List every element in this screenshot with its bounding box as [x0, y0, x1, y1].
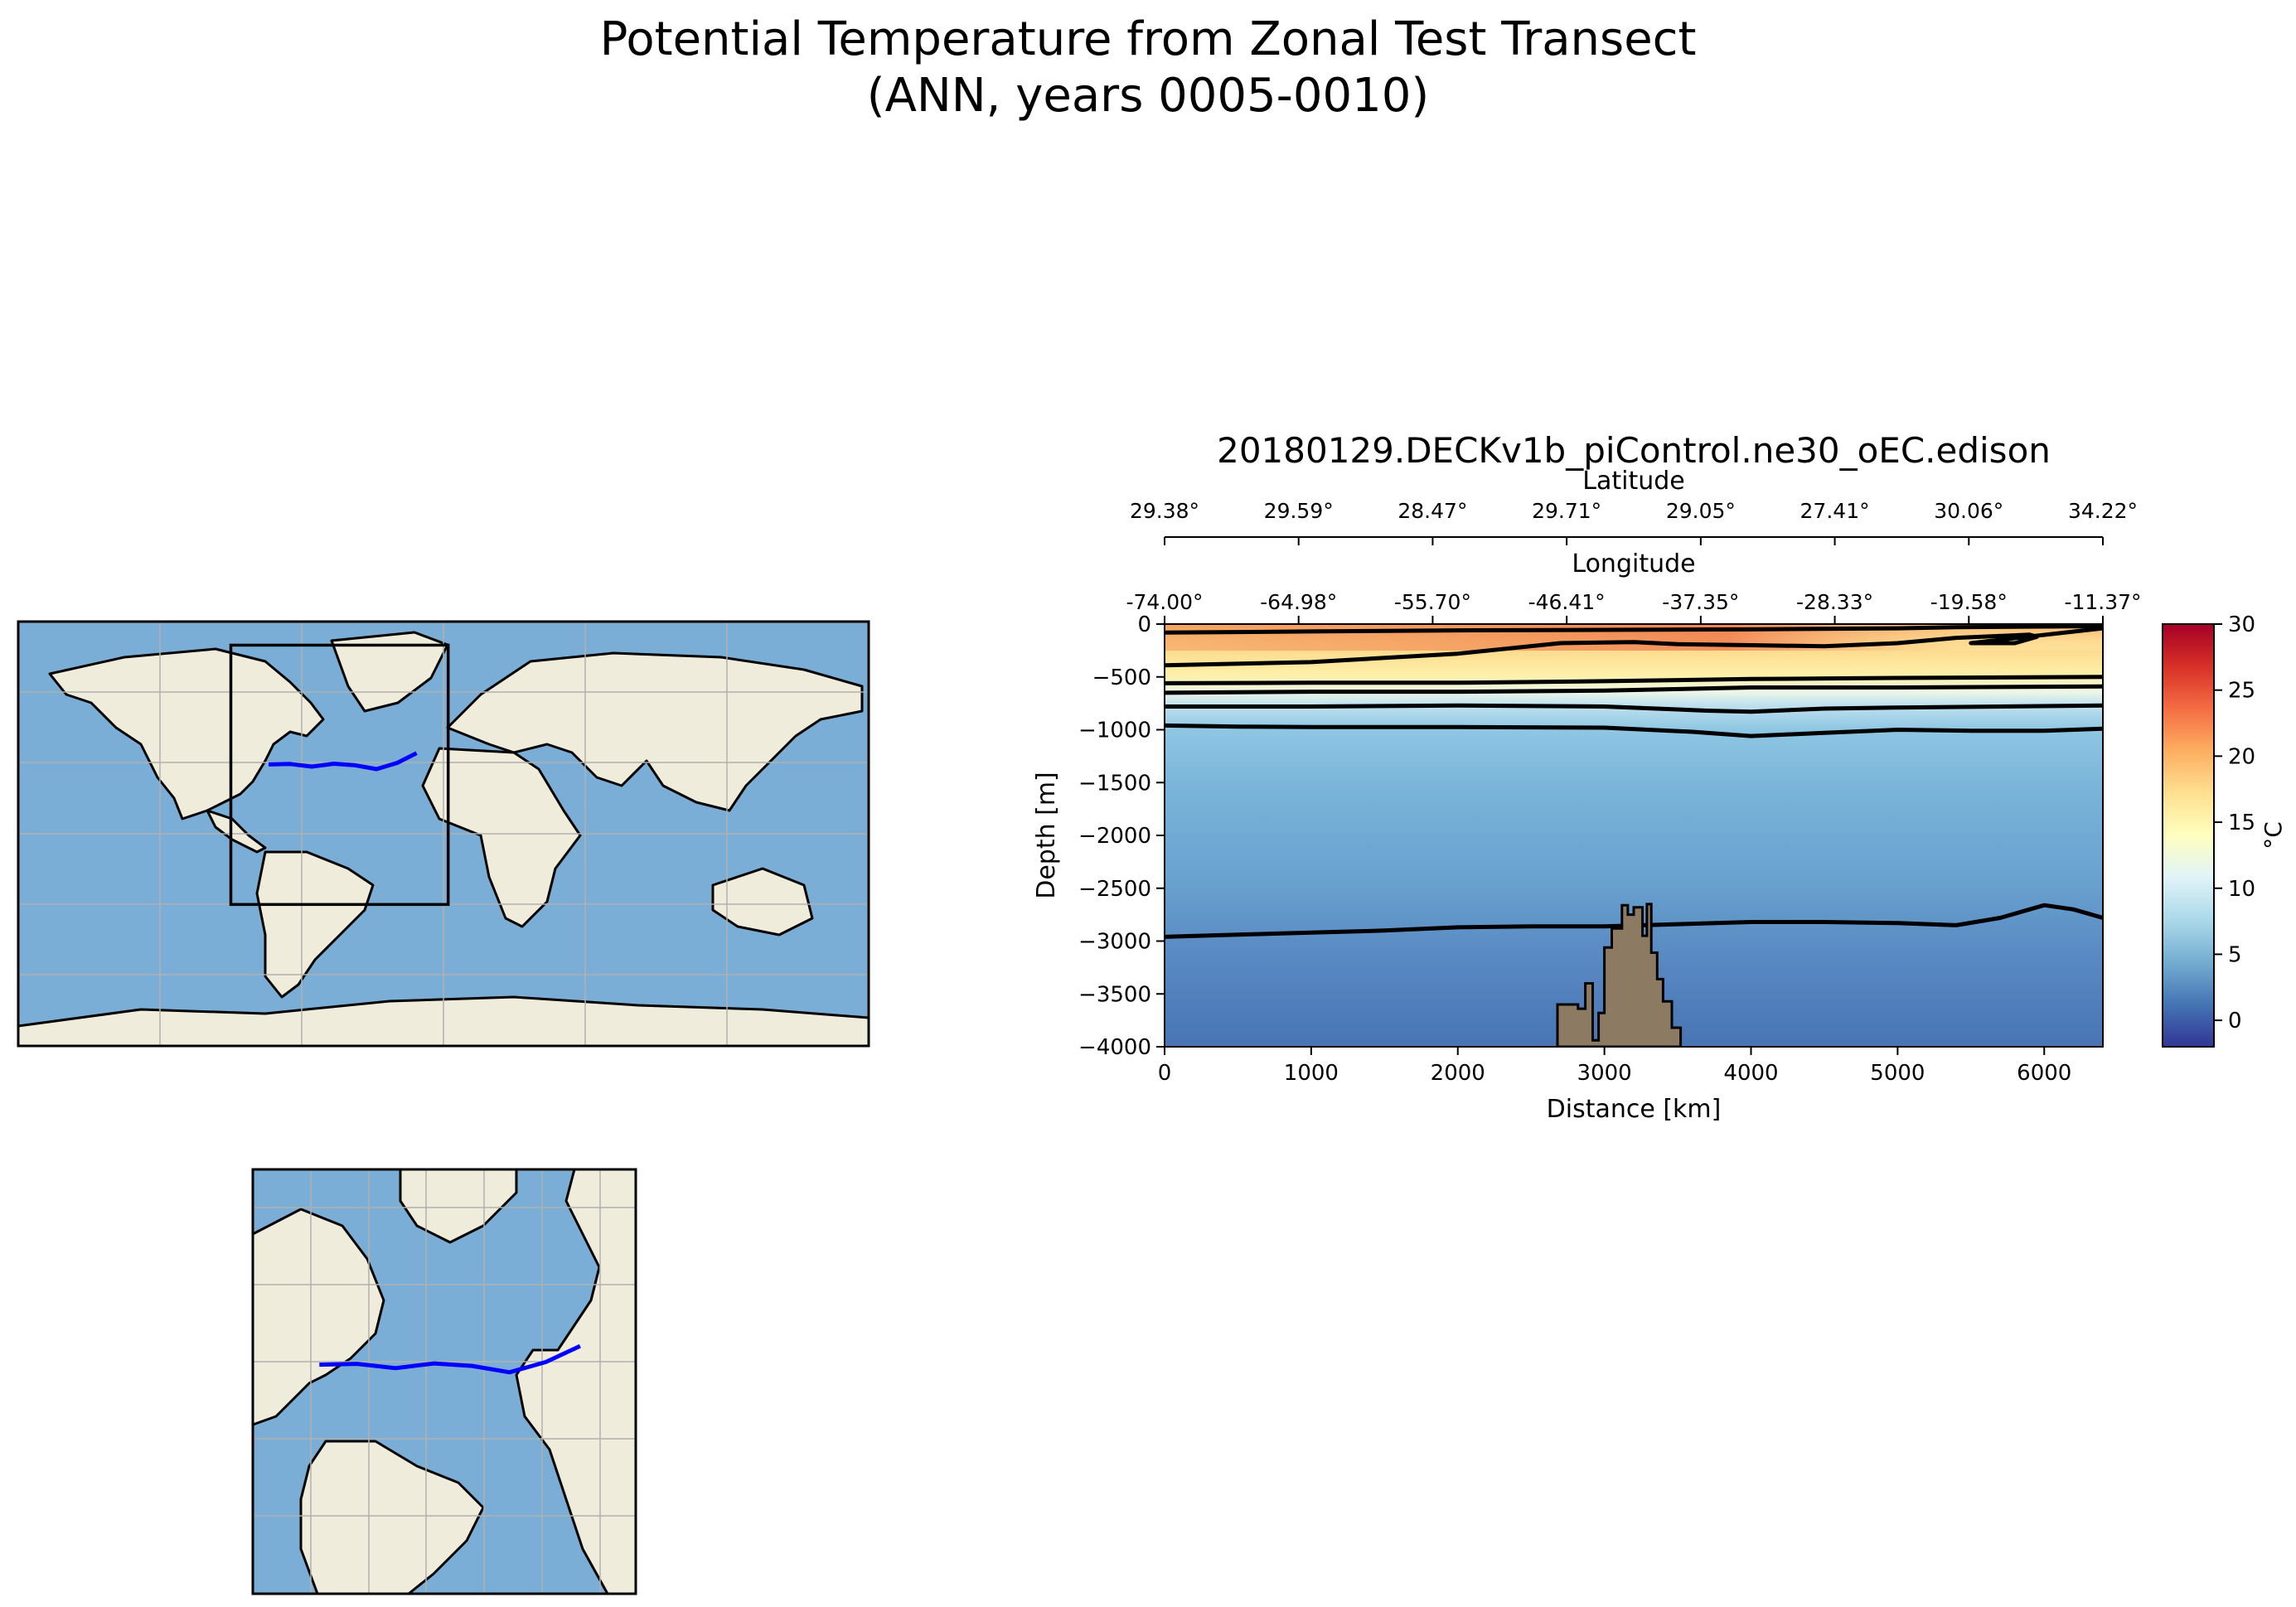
y-tick-label: −1000 — [1078, 719, 1151, 743]
colorbar-tick-label: 20 — [2228, 744, 2255, 769]
north-america-shape — [251, 1208, 385, 1426]
regional-map-frame — [251, 1168, 637, 1595]
x-tick-label: 0 — [1158, 1061, 1172, 1086]
figure-title: Potential Temperature from Zonal Test Tr… — [599, 12, 1697, 66]
contour-line — [1165, 903, 2103, 939]
y-tick-label: −3500 — [1078, 982, 1151, 1007]
x-tick-label: 5000 — [1870, 1061, 1925, 1086]
x-tick-label: 1000 — [1284, 1061, 1339, 1086]
y-tick-label: −500 — [1092, 666, 1151, 690]
contour-line — [1165, 626, 2103, 668]
latitude-tick-label: 29.38° — [1130, 499, 1199, 523]
longitude-axis: Longitude -74.00° -64.98° -55.70° -46.41° -3… — [1126, 549, 2142, 624]
australia-shape — [711, 867, 814, 937]
contour-lines — [1165, 624, 2103, 939]
latitude-tick-label: 30.06° — [1934, 499, 2003, 523]
x-tick-label: 3000 — [1577, 1061, 1632, 1086]
x-tick-label: 2000 — [1431, 1061, 1485, 1086]
latitude-tick-label: 29.05° — [1666, 499, 1736, 523]
latitude-tick-label: 34.22° — [2068, 499, 2138, 523]
colorbar — [2162, 623, 2215, 1048]
central-america-shape — [206, 809, 267, 854]
colorbar-tick-label: 0 — [2228, 1009, 2242, 1033]
contour-line — [1165, 675, 2103, 685]
longitude-axis-label: Longitude — [1572, 549, 1695, 578]
latitude-axis-label: Latitude — [1582, 467, 1684, 496]
colorbar-label: °C — [2260, 821, 2287, 849]
longitude-tick-label: -19.58° — [1930, 590, 2008, 614]
longitude-tick-label: -64.98° — [1260, 590, 1337, 614]
colorbar-ticks: 0 5 10 15 20 25 30 — [2214, 612, 2255, 1033]
regional-map-gridlines — [253, 1169, 636, 1594]
south-america-shape — [255, 850, 375, 999]
africa-shape — [421, 747, 582, 928]
y-tick-label: −2000 — [1078, 824, 1151, 849]
south-america-shape — [299, 1440, 485, 1595]
contour-line — [1165, 684, 2103, 695]
y-tick-label: −3000 — [1078, 930, 1151, 955]
transect-line — [319, 1343, 581, 1375]
contour-line — [1165, 703, 2103, 714]
global-map-frame — [17, 620, 870, 1048]
y-axis-label: Depth [m] — [1032, 772, 1061, 899]
y-tick-label: 0 — [1137, 612, 1151, 637]
x-axis-label: Distance [km] — [1547, 1095, 1722, 1124]
colorbar-tick-label: 25 — [2228, 679, 2255, 704]
colorbar-tick-label: 15 — [2228, 811, 2255, 835]
colorbar-tick-label: 30 — [2228, 612, 2255, 637]
regional-map-land — [251, 1168, 637, 1595]
longitude-tick-label: -28.33° — [1796, 590, 1873, 614]
y-tick-label: −1500 — [1078, 771, 1151, 796]
latitude-tick-label: 29.71° — [1532, 499, 1601, 523]
latitude-tick-label: 28.47° — [1397, 499, 1467, 523]
y-tick-label: −4000 — [1078, 1035, 1151, 1060]
region-box — [229, 643, 450, 907]
global-map-gridlines — [18, 622, 869, 1046]
latitude-tick-label: 29.59° — [1264, 499, 1334, 523]
section-field — [1165, 624, 2103, 1047]
latitude-tick-label: 27.41° — [1800, 499, 1870, 523]
global-map — [17, 620, 870, 1048]
distance-axis-ticks: 0 1000 2000 3000 4000 5000 6000 — [1158, 1047, 2071, 1086]
longitude-tick-label: -46.41° — [1528, 590, 1606, 614]
colorbar-tick-label: 5 — [2228, 942, 2242, 967]
regional-map — [251, 1168, 637, 1595]
figure-subtitle: (ANN, years 0005-0010) — [866, 69, 1430, 123]
bathymetry-shape — [1556, 903, 1683, 1047]
colorbar-tick-label: 10 — [2228, 877, 2255, 902]
longitude-tick-label: -55.70° — [1394, 590, 1471, 614]
x-tick-label: 4000 — [1723, 1061, 1778, 1086]
greenland-shape — [399, 1168, 518, 1244]
transect-line — [269, 751, 418, 772]
longitude-tick-label: -37.35° — [1662, 590, 1739, 614]
section-title: 20180129.DECKv1b_piControl.ne30_oEC.edis… — [1217, 430, 2051, 471]
latitude-axis: Latitude 29.38° 29.59° 28.47° 29.71° 29.05° 2… — [1130, 467, 2138, 545]
y-tick-label: −2500 — [1078, 877, 1151, 902]
contour-line — [1165, 624, 2103, 635]
depth-axis-ticks: 0 −500 −1000 −1500 −2000 −2500 −3000 −3500 −4000 — [1078, 612, 1165, 1060]
longitude-tick-label: -74.00° — [1126, 590, 1203, 614]
contour-line — [1165, 723, 2103, 738]
x-tick-label: 6000 — [2017, 1061, 2071, 1086]
longitude-tick-label: -11.37° — [2064, 590, 2141, 614]
